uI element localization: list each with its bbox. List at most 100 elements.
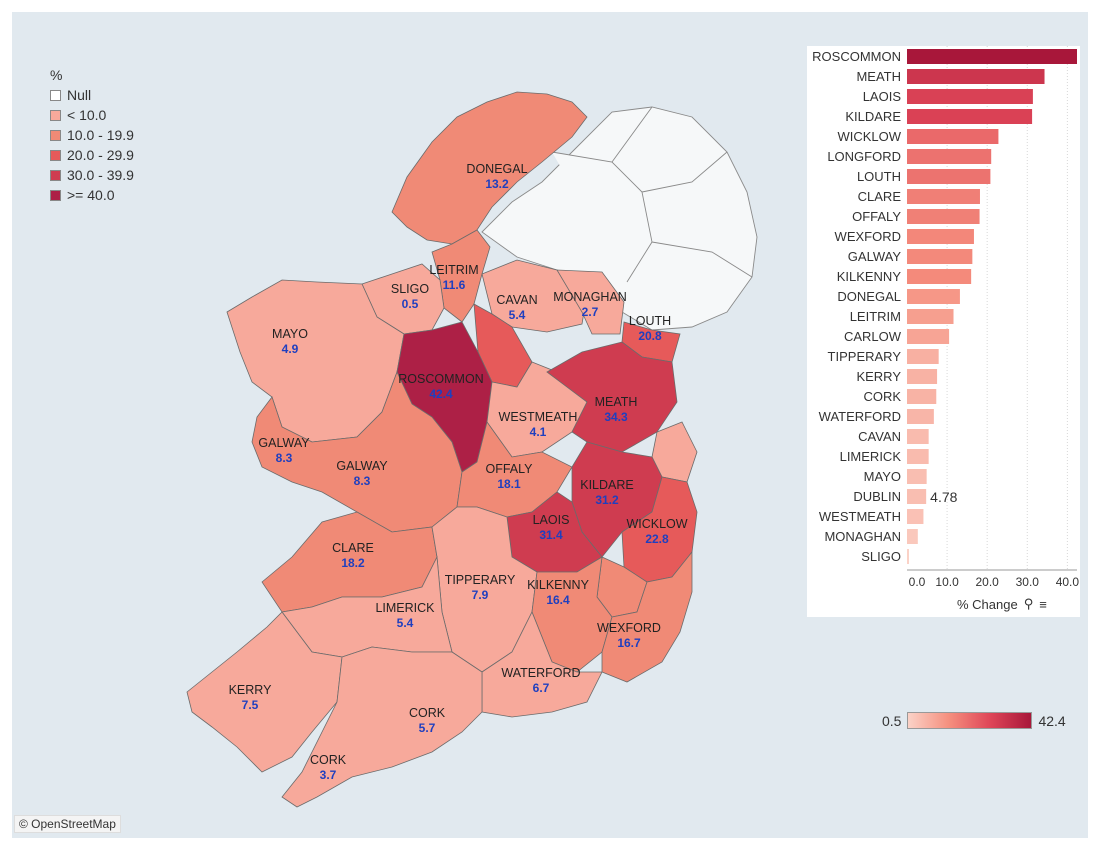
legend-item[interactable]: < 10.0: [50, 105, 134, 125]
bar-category-label: LIMERICK: [840, 449, 902, 464]
county-value-label: 7.9: [472, 588, 489, 602]
county-value-label: 3.7: [320, 768, 337, 782]
bar-category-label: DUBLIN: [853, 489, 901, 504]
county-name-label: TIPPERARY: [445, 573, 516, 587]
bar-wicklow[interactable]: [907, 129, 999, 144]
bar-galway[interactable]: [907, 249, 973, 264]
county-waterford[interactable]: [481, 611, 603, 718]
county-name-label: CAVAN: [496, 293, 537, 307]
legend-swatch-20-30: [50, 149, 61, 161]
county-value-label: 4.9: [282, 342, 299, 356]
legend-item[interactable]: 30.0 - 39.9: [50, 165, 134, 185]
bar-mayo[interactable]: [907, 469, 927, 484]
bar-waterford[interactable]: [907, 409, 934, 424]
x-tick-label: 0.0: [909, 575, 926, 589]
bar-donegal[interactable]: [907, 289, 960, 304]
county-name-label: MAYO: [272, 327, 308, 341]
bar-tipperary[interactable]: [907, 349, 939, 364]
bar-dublin[interactable]: [907, 489, 927, 504]
legend-swatch-30-40: [50, 169, 61, 181]
map-stage[interactable]: DONEGAL 13.2 LEITRIM 11.6 SLIGO 0.5 CAVAN 5.4 MO…: [12, 12, 1088, 838]
county-value-label: 5.4: [397, 616, 414, 630]
county-value-label: 0.5: [402, 297, 419, 311]
legend-item[interactable]: 10.0 - 19.9: [50, 125, 134, 145]
pin-icon[interactable]: ⚲: [1023, 596, 1034, 611]
bar-category-label: MAYO: [864, 469, 901, 484]
county-name-label: MONAGHAN: [553, 290, 627, 304]
county-value-label: 20.8: [638, 329, 662, 343]
bar-cork[interactable]: [907, 389, 937, 404]
county-name-label: GALWAY: [258, 436, 310, 450]
county-value-label: 16.7: [617, 636, 641, 650]
sort-icon[interactable]: ≡: [1039, 596, 1047, 612]
county-value-label: 22.8: [645, 532, 669, 546]
county-value-label: 2.7: [582, 305, 599, 319]
county-value-label: 31.2: [595, 493, 619, 507]
legend-item[interactable]: >= 40.0: [50, 185, 134, 205]
county-name-label: CLARE: [332, 541, 374, 555]
bar-kildare[interactable]: [907, 109, 1033, 124]
legend-item[interactable]: Null: [50, 85, 134, 105]
county-name-label: LOUTH: [629, 314, 671, 328]
bar-louth[interactable]: [907, 169, 991, 184]
bar-wexford[interactable]: [907, 229, 974, 244]
bar-sligo[interactable]: [907, 549, 910, 564]
bar-offaly[interactable]: [907, 209, 980, 224]
county-value-label: 6.7: [533, 681, 550, 695]
bar-roscommon[interactable]: [907, 49, 1077, 64]
bar-category-label: LONGFORD: [827, 149, 901, 164]
county-wexford[interactable]: [601, 550, 693, 683]
bar-leitrim[interactable]: [907, 309, 954, 324]
county-name-label: WEXFORD: [597, 621, 661, 635]
x-tick-label: 40.0: [1056, 575, 1080, 589]
county-meath[interactable]: [546, 341, 678, 453]
bar-category-label: WATERFORD: [819, 409, 901, 424]
county-value-label: 8.3: [354, 474, 371, 488]
bar-annotation: 4.78: [930, 489, 957, 505]
county-value-label: 5.4: [509, 308, 526, 322]
bar-clare[interactable]: [907, 189, 980, 204]
bar-westmeath[interactable]: [907, 509, 924, 524]
bar-kilkenny[interactable]: [907, 269, 972, 284]
x-tick-label: 30.0: [1016, 575, 1040, 589]
bar-category-label: ROSCOMMON: [812, 49, 901, 64]
x-tick-label: 10.0: [935, 575, 959, 589]
county-donegal[interactable]: [391, 91, 588, 245]
county-name-label: KILDARE: [580, 478, 634, 492]
bar-category-label: CORK: [863, 389, 901, 404]
bar-laois[interactable]: [907, 89, 1033, 104]
bar-category-label: LEITRIM: [850, 309, 901, 324]
county-value-label: 34.3: [604, 410, 628, 424]
ramp-min-label: 0.5: [882, 712, 902, 729]
bar-monaghan[interactable]: [907, 529, 918, 544]
bar-meath[interactable]: [907, 69, 1045, 84]
county-name-label: DONEGAL: [466, 162, 527, 176]
bar-limerick[interactable]: [907, 449, 929, 464]
county-name-label: GALWAY: [336, 459, 388, 473]
bar-cavan[interactable]: [907, 429, 929, 444]
bar-longford[interactable]: [907, 149, 992, 164]
legend-swatch-lt10: [50, 109, 61, 121]
county-name-label: KILKENNY: [527, 578, 589, 592]
map-attribution[interactable]: © OpenStreetMap: [14, 815, 121, 833]
bar-category-label: DONEGAL: [837, 289, 901, 304]
legend-item[interactable]: 20.0 - 29.9: [50, 145, 134, 165]
county-value-label: 5.7: [419, 721, 436, 735]
county-value-label: 31.4: [539, 528, 563, 542]
county-name-label: WESTMEATH: [499, 410, 578, 424]
bar-category-label: CAVAN: [858, 429, 901, 444]
county-name-label: CORK: [409, 706, 446, 720]
county-cork[interactable]: [281, 646, 483, 808]
bar-category-label: LAOIS: [863, 89, 902, 104]
bar-kerry[interactable]: [907, 369, 938, 384]
legend-title: %: [50, 67, 63, 83]
county-monaghan[interactable]: [556, 269, 625, 335]
legend-swatch-null: [50, 89, 61, 101]
x-tick-label: 20.0: [976, 575, 1000, 589]
bar-carlow[interactable]: [907, 329, 950, 344]
county-name-label: SLIGO: [391, 282, 429, 296]
county-name-label: LAOIS: [533, 513, 570, 527]
color-ramp-legend: 0.5 42.4: [882, 712, 1066, 729]
